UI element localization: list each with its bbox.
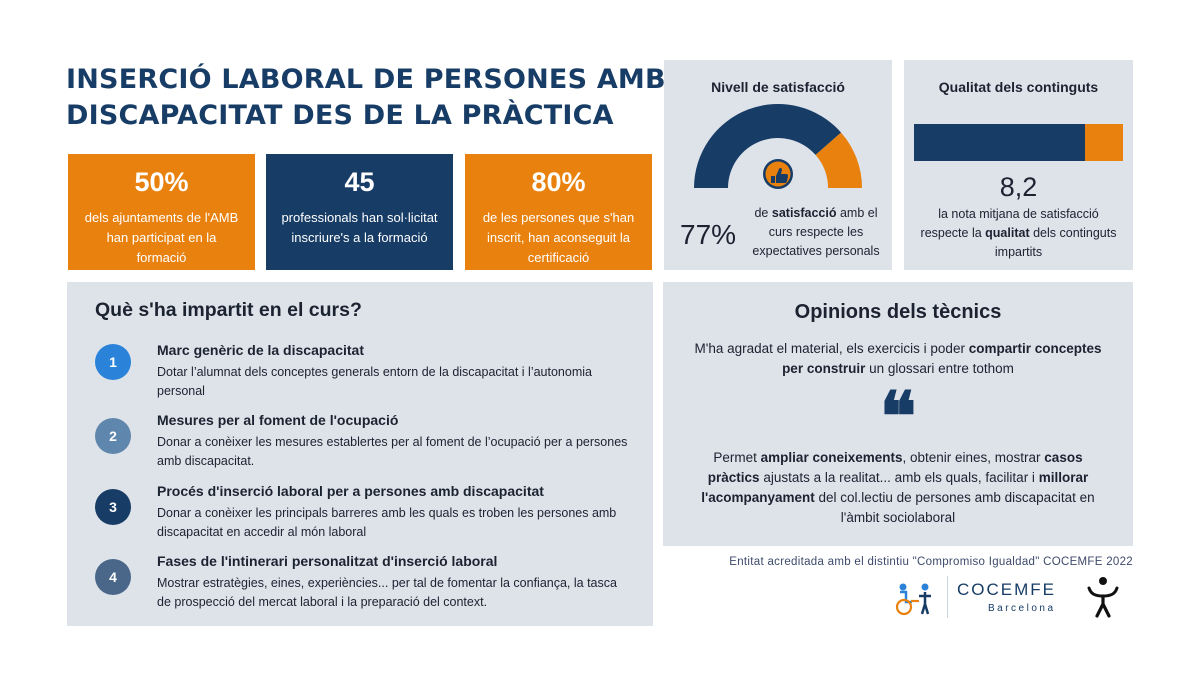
accessibility-person-icon — [1087, 577, 1119, 618]
opinions-heading: Opinions dels tècnics — [794, 301, 1002, 323]
quality-bar-fill — [914, 124, 1086, 161]
opinion-quote-2: Permet ampliar coneixements, obtenir ein… — [688, 448, 1108, 528]
desc-bold: satisfacció — [771, 206, 837, 220]
wheelchair-people-icon — [895, 583, 931, 616]
stat-card-ajuntaments: 50% dels ajuntaments de l'AMB han partic… — [68, 154, 255, 270]
stat-desc: dels ajuntaments de l'AMB han participat… — [84, 210, 239, 265]
quality-desc: la nota mitjana de satisfacció respecte … — [914, 205, 1123, 262]
course-item-desc: Donar a conèixer les mesures establertes… — [157, 435, 628, 468]
cocemfe-logo-text: COCEMFE — [957, 580, 1056, 599]
title-line-2: DISCAPACITAT DES DE LA PRÀCTICA — [66, 100, 614, 131]
quality-bar — [914, 124, 1123, 161]
step-number-badge: 1 — [95, 344, 131, 380]
course-item-title: Mesures per al foment de l'ocupació — [157, 412, 399, 428]
quote-bold: millorar l'acompanyament — [701, 470, 1089, 505]
opinion-quote-1: M'ha agradat el material, els exercicis … — [688, 339, 1108, 379]
page-title: INSERCIÓ LABORAL DE PERSONES AMB DISCAPA… — [66, 62, 666, 134]
gauge-value-arc — [694, 104, 842, 188]
step-number-badge: 3 — [95, 489, 131, 525]
quality-panel: Qualitat dels continguts 8,2 la nota mit… — [904, 60, 1133, 270]
stat-value: 45 — [344, 167, 375, 197]
quote-mark-icon: ❝ — [879, 377, 917, 457]
satisfaction-desc: de satisfacció amb el curs respecte les … — [746, 204, 886, 261]
stat-desc: de les persones que s'han inscrit, han a… — [482, 210, 635, 265]
desc-part: dels continguts impartits — [994, 226, 1117, 259]
accreditation-text: Entitat acreditada amb el distintiu "Com… — [729, 556, 1133, 568]
step-number-badge: 2 — [95, 418, 131, 454]
satisfaction-title: Nivell de satisfacció — [711, 79, 845, 95]
quote-part: del col.lectiu de persones amb discapaci… — [814, 490, 1095, 525]
desc-part: de — [754, 206, 772, 220]
course-item-desc: Dotar l’alumnat dels conceptes generals … — [157, 365, 592, 398]
quality-score: 8,2 — [999, 172, 1038, 202]
course-item-title: Fases de l'intinerari personalitzat d'in… — [157, 553, 498, 569]
course-heading: Què s'ha impartit en el curs? — [95, 299, 362, 321]
stat-value: 80% — [531, 167, 586, 197]
thumbs-up-icon — [763, 159, 793, 189]
logo-divider — [947, 576, 948, 618]
quote-part: un glossari entre tothom — [865, 361, 1014, 376]
quote-part: M'ha agradat el material, els exercicis … — [694, 341, 969, 356]
stat-card-certificacio: 80% de les persones que s'han inscrit, h… — [465, 154, 652, 270]
gauge-remaining-arc — [815, 132, 862, 188]
quality-title: Qualitat dels continguts — [938, 79, 1099, 95]
quote-part: , obtenir eines, mostrar — [902, 450, 1045, 465]
course-item-desc: Mostrar estratègies, eines, experiències… — [157, 576, 617, 609]
quote-part: ajustats a la realitat... amb els quals,… — [759, 470, 1039, 485]
quote-bold: ampliar coneixements — [760, 450, 903, 465]
satisfaction-gauge — [694, 104, 862, 189]
opinions-panel: Opinions dels tècnics M'ha agradat el ma… — [663, 282, 1133, 546]
satisfaction-percent: 77% — [680, 219, 737, 250]
course-item-title: Procés d'inserció laboral per a persones… — [157, 483, 544, 499]
title-line-1: INSERCIÓ LABORAL DE PERSONES AMB — [66, 64, 666, 95]
stat-card-professionals: 45 professionals han sol·licitat inscriu… — [266, 154, 453, 270]
desc-part: la nota mitjana de satisfacció respecte … — [920, 207, 1099, 240]
cocemfe-logo-subtext: Barcelona — [988, 603, 1056, 614]
satisfaction-panel: Nivell de satisfacció 77% de satisfacció… — [664, 60, 892, 270]
desc-bold: qualitat — [985, 226, 1030, 240]
desc-part: amb el curs respecte les expectatives pe… — [752, 206, 880, 258]
quote-bold: compartir conceptes per construir — [782, 341, 1102, 376]
stat-desc: professionals han sol·licitat inscriure'… — [281, 210, 438, 245]
course-item-desc: Donar a conèixer les principals barreres… — [157, 506, 617, 539]
quote-bold: casos pràctics — [707, 450, 1083, 485]
course-item-title: Marc genèric de la discapacitat — [157, 342, 364, 358]
quote-part: Permet — [713, 450, 761, 465]
stat-value: 50% — [134, 167, 189, 197]
step-number-badge: 4 — [95, 559, 131, 595]
course-panel: Què s'ha impartit en el curs? 1 Marc gen… — [67, 282, 653, 626]
